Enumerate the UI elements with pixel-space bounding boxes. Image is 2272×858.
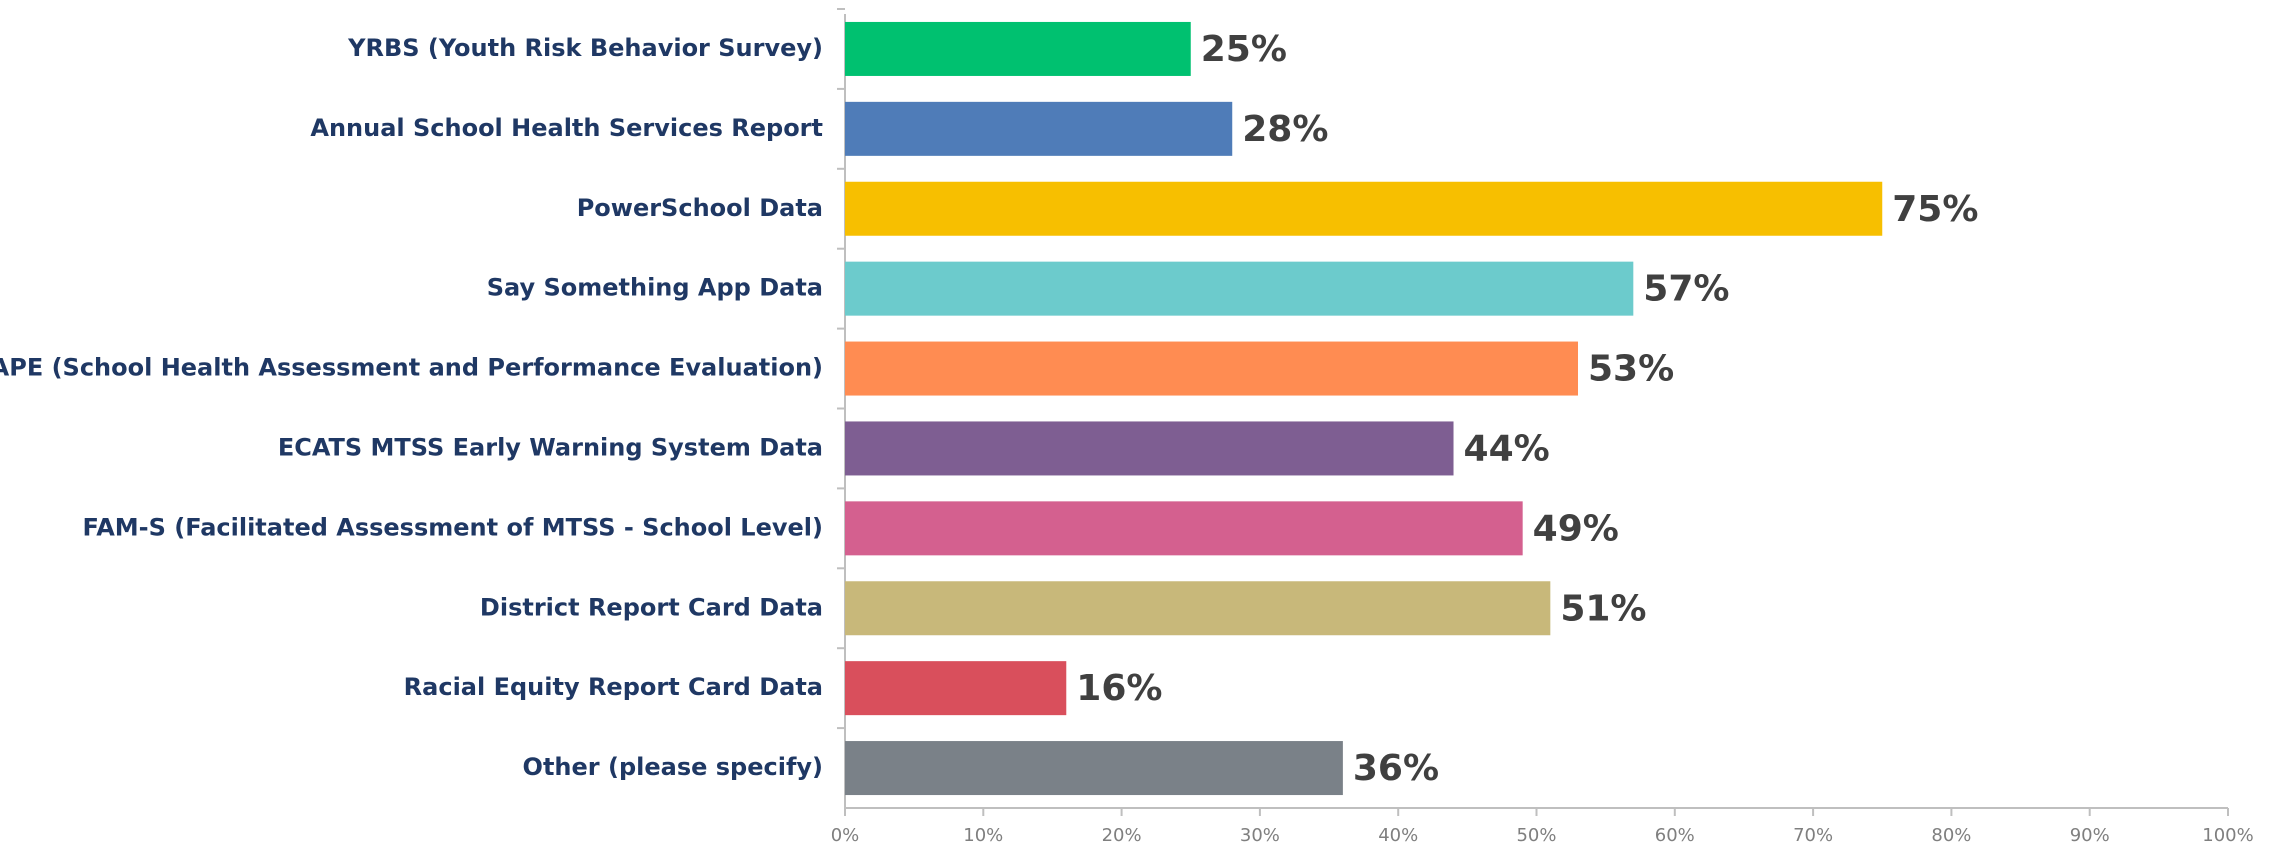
value-label: 57%: [1643, 269, 1729, 310]
y-tick-label: ECATS MTSS Early Warning System Data: [278, 433, 823, 461]
value-label: 25%: [1201, 29, 1287, 70]
x-tick-label: 70%: [1793, 825, 1833, 846]
y-tick-label: Other (please specify): [523, 753, 823, 781]
x-tick-label: 40%: [1378, 825, 1418, 846]
x-tick-label: 80%: [1931, 825, 1971, 846]
bar: [845, 661, 1067, 716]
bar: [845, 421, 1454, 476]
x-tick-label: 10%: [963, 825, 1003, 846]
x-tick-label: 60%: [1655, 825, 1695, 846]
x-tick-label: 100%: [2202, 825, 2253, 846]
x-tick-label: 20%: [1102, 825, 1142, 846]
value-label: 53%: [1588, 349, 1674, 390]
bar: [845, 581, 1551, 636]
value-label: 36%: [1353, 748, 1439, 789]
value-label: 16%: [1076, 668, 1162, 709]
y-tick-label: SHAPE (School Health Assessment and Perf…: [0, 354, 823, 382]
value-label: 51%: [1560, 588, 1646, 629]
value-label: 75%: [1892, 189, 1978, 230]
y-tick-label: Racial Equity Report Card Data: [404, 673, 823, 701]
bar: [845, 101, 1233, 156]
y-tick-label: PowerSchool Data: [577, 194, 823, 222]
x-tick-label: 90%: [2070, 825, 2110, 846]
x-tick-label: 0%: [831, 825, 860, 846]
y-tick-label: YRBS (Youth Risk Behavior Survey): [347, 34, 823, 62]
value-label: 49%: [1533, 508, 1619, 549]
bar: [845, 741, 1343, 796]
bar: [845, 501, 1523, 556]
bar: [845, 181, 1883, 236]
y-tick-label: Say Something App Data: [487, 274, 823, 302]
value-label: 28%: [1242, 109, 1328, 150]
bar: [845, 21, 1191, 76]
bar: [845, 341, 1578, 396]
y-tick-label: FAM-S (Facilitated Assessment of MTSS - …: [83, 513, 823, 541]
bar: [845, 261, 1634, 316]
y-tick-label: District Report Card Data: [480, 593, 823, 621]
value-label: 44%: [1464, 428, 1550, 469]
y-tick-label: Annual School Health Services Report: [310, 114, 823, 142]
x-tick-label: 50%: [1516, 825, 1556, 846]
x-tick-label: 30%: [1240, 825, 1280, 846]
